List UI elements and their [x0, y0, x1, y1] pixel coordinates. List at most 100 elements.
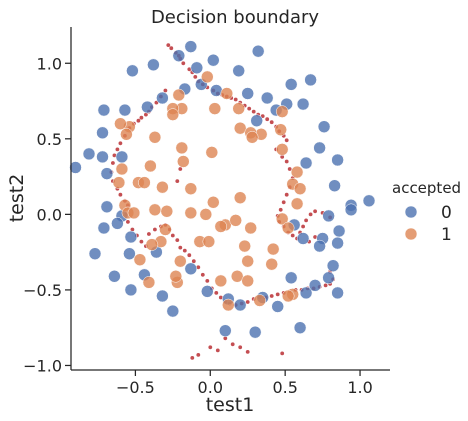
data-point-0 — [207, 53, 220, 67]
data-point-1 — [275, 105, 289, 118]
y-tick-label: −1.0 — [23, 356, 62, 375]
data-point-0 — [232, 64, 245, 78]
boundary-point — [280, 351, 285, 356]
boundary-point — [269, 120, 274, 125]
data-point-1 — [232, 102, 245, 115]
y-ticks: −1.0 −0.5 0.0 0.5 1.0 — [23, 54, 71, 375]
boundary-point — [190, 356, 195, 360]
boundary-point — [193, 75, 198, 79]
data-point-0 — [97, 221, 111, 235]
boundary-point — [280, 155, 285, 159]
boundary-point — [118, 192, 123, 197]
y-tick-label: 1.0 — [37, 54, 62, 73]
boundary-point — [245, 300, 250, 304]
data-point-0 — [69, 161, 82, 174]
data-point-0 — [344, 203, 358, 217]
x-axis-label: test1 — [206, 394, 255, 416]
data-point-1 — [120, 128, 133, 141]
data-point-0 — [299, 286, 313, 300]
data-point-0 — [322, 209, 335, 223]
data-point-1 — [229, 214, 242, 227]
data-point-0 — [260, 91, 274, 105]
data-point-1 — [290, 165, 304, 179]
boundary-point — [175, 238, 180, 243]
boundary-point — [166, 43, 171, 47]
boundary-point — [308, 212, 313, 217]
data-point-1 — [156, 180, 169, 194]
data-point-0 — [219, 324, 232, 337]
boundary-point — [178, 245, 183, 250]
data-point-0 — [233, 298, 247, 312]
boundary-point — [287, 167, 292, 171]
boundary-point — [178, 167, 183, 171]
data-point-0 — [184, 40, 198, 53]
data-point-1 — [177, 155, 190, 168]
boundary-point — [181, 61, 186, 66]
data-point-1 — [145, 238, 159, 251]
data-point-0 — [322, 271, 335, 285]
data-point-1 — [290, 197, 304, 211]
data-point-0 — [284, 271, 298, 285]
boundary-point — [251, 109, 256, 114]
y-tick-label: −0.5 — [23, 281, 62, 300]
data-point-1 — [184, 182, 198, 195]
data-point-1 — [160, 205, 174, 218]
boundary-point — [182, 248, 187, 253]
boundary-point — [247, 106, 252, 111]
boundary-point — [196, 265, 201, 270]
boundary-point — [278, 207, 283, 212]
boundary-point — [301, 224, 305, 229]
data-point-1 — [275, 212, 289, 226]
boundary-point — [139, 115, 144, 120]
series-1 — [112, 70, 307, 312]
data-point-0 — [313, 141, 326, 155]
data-point-1 — [245, 131, 259, 144]
y-tick-label: 0.0 — [37, 205, 62, 224]
data-point-0 — [166, 304, 180, 318]
data-point-0 — [115, 150, 129, 164]
boundary-point — [187, 67, 192, 72]
data-point-1 — [199, 208, 213, 221]
data-point-0 — [126, 64, 139, 78]
boundary-point — [169, 46, 174, 51]
data-point-0 — [308, 279, 322, 292]
boundary-point — [153, 227, 157, 232]
boundary-point — [290, 233, 295, 238]
data-point-0 — [147, 58, 160, 72]
data-point-0 — [190, 61, 204, 75]
boundary-point — [215, 348, 220, 353]
data-point-0 — [362, 194, 376, 208]
boundary-point — [112, 153, 117, 158]
data-point-1 — [148, 131, 162, 144]
data-point-1 — [166, 108, 180, 121]
series-0 — [69, 40, 376, 339]
data-point-1 — [133, 253, 147, 266]
boundary-point — [281, 200, 286, 205]
data-point-0 — [331, 286, 344, 300]
boundary-point — [205, 279, 210, 283]
data-point-1 — [238, 239, 251, 253]
data-point-0 — [328, 179, 341, 192]
data-point-1 — [144, 159, 157, 173]
boundary-point — [233, 97, 238, 102]
data-point-0 — [331, 236, 344, 250]
boundary-point — [284, 192, 289, 197]
boundary-point — [313, 235, 317, 239]
data-point-0 — [108, 270, 121, 283]
data-point-1 — [244, 221, 257, 235]
boundary-point — [139, 239, 144, 244]
data-point-0 — [317, 120, 331, 133]
y-axis-label: test2 — [6, 174, 28, 223]
data-point-0 — [271, 300, 284, 313]
data-point-1 — [208, 102, 222, 115]
data-point-1 — [169, 270, 183, 283]
data-point-1 — [233, 191, 247, 204]
data-point-0 — [172, 49, 186, 62]
data-point-1 — [281, 221, 295, 235]
data-point-1 — [201, 70, 214, 84]
data-point-0 — [118, 103, 132, 117]
data-point-0 — [332, 224, 346, 238]
data-point-1 — [220, 87, 234, 100]
legend-label-1: 1 — [441, 225, 452, 245]
